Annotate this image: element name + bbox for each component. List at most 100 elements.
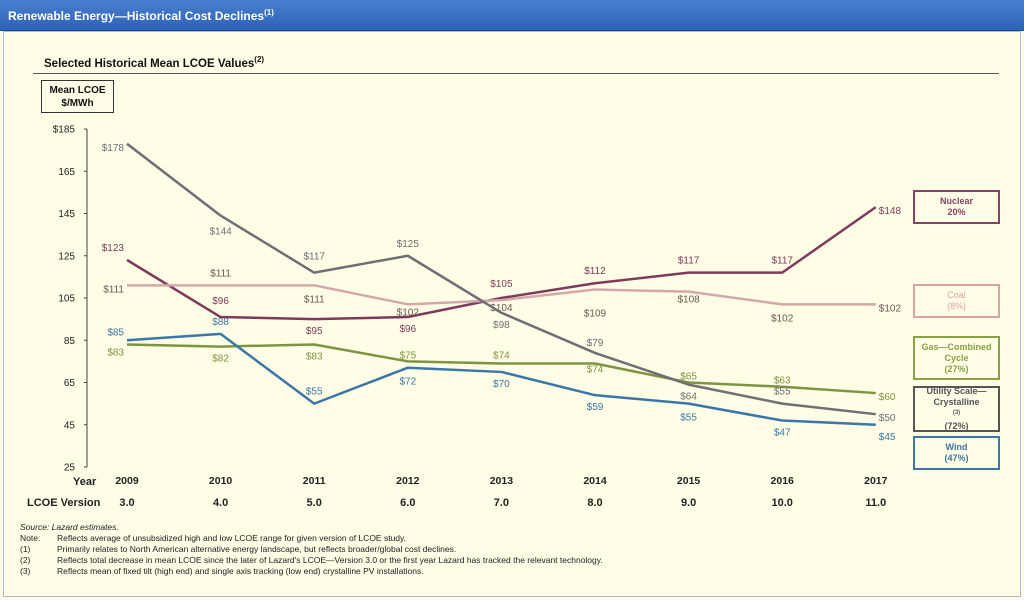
legend-coal: Coal (8%) — [913, 284, 1000, 318]
data-label-nuclear: $123 — [102, 243, 125, 254]
y-tick-label: 65 — [64, 378, 76, 389]
data-label-wind: $47 — [774, 428, 791, 439]
data-label-nuclear: $95 — [306, 326, 323, 337]
data-label-wind: $55 — [306, 387, 323, 398]
legend-nuclear-name: Nuclear — [939, 196, 974, 206]
data-label-gas-combined-cycle: $83 — [107, 347, 124, 358]
data-label-utility-scale-crystalline: $117 — [303, 252, 325, 263]
data-label-wind: $45 — [879, 432, 896, 443]
data-label-nuclear: $96 — [212, 296, 229, 307]
legend-wind: Wind (47%) — [913, 436, 1000, 470]
data-label-nuclear: $105 — [490, 279, 513, 290]
x-tick-label: 2015 — [677, 475, 701, 487]
series-line-gas-combined-cycle — [126, 343, 876, 395]
legend-utility-pct: (72%) — [944, 421, 969, 431]
x-tick-label: 2017 — [864, 475, 888, 487]
series-line-utility-scale-crystalline — [126, 142, 876, 416]
legend-coal-name: Coal — [947, 290, 966, 300]
x-tick-label: 2012 — [396, 475, 420, 487]
footnote-text: Primarily relates to North American alte… — [57, 544, 457, 554]
y-tick-label: $185 — [53, 125, 76, 136]
footnote-row: (2) Reflects total decrease in mean LCOE … — [20, 555, 603, 566]
y-tick-label: 145 — [58, 209, 75, 220]
data-label-gas-combined-cycle: $74 — [493, 350, 510, 361]
legend-utility-scale: Utility Scale—Crystalline (3) (72%) — [913, 386, 1000, 432]
legend-utility-name: Utility Scale—Crystalline (3) — [915, 386, 998, 421]
footnotes: Source: Lazard estimates. Note: Reflects a… — [20, 522, 603, 577]
version-row-label: LCOE Version — [27, 497, 101, 509]
footnote-key: (2) — [20, 555, 31, 565]
lcoe-version-label: 3.0 — [119, 497, 135, 509]
lcoe-version-label: 4.0 — [212, 497, 229, 509]
footnote-text: Source: Lazard estimates. — [20, 522, 119, 532]
footnote-text: Reflects total decrease in mean LCOE sin… — [57, 555, 603, 565]
data-label-nuclear: $148 — [879, 206, 902, 217]
data-label-utility-scale-crystalline: $144 — [209, 227, 232, 238]
data-label-utility-scale-crystalline: $55 — [774, 387, 791, 398]
data-label-gas-combined-cycle: $83 — [306, 351, 323, 362]
data-label-utility-scale-crystalline: $98 — [493, 320, 510, 331]
y-tick-label: 105 — [58, 294, 75, 305]
lcoe-version-label: 9.0 — [680, 497, 697, 509]
data-label-coal: $102 — [771, 313, 794, 324]
data-label-gas-combined-cycle: $63 — [774, 376, 791, 387]
y-tick-label: 165 — [58, 167, 75, 178]
footnote-key: (3) — [20, 566, 31, 576]
data-label-wind: $70 — [493, 379, 510, 390]
data-label-coal: $102 — [397, 307, 420, 318]
data-label-nuclear: $96 — [399, 324, 416, 335]
series-line-wind — [126, 332, 876, 426]
lcoe-version-label: 10.0 — [771, 497, 793, 509]
data-label-gas-combined-cycle: $60 — [879, 392, 896, 403]
footnote-text: Reflects mean of fixed tilt (high end) a… — [57, 566, 424, 576]
footnote-row: (1) Primarily relates to North American a… — [20, 544, 603, 555]
data-label-wind: $55 — [680, 413, 697, 424]
year-row-label: Year — [73, 476, 97, 488]
x-tick-label: 2014 — [583, 475, 607, 487]
x-tick-label: 2009 — [115, 475, 139, 487]
data-label-coal: $111 — [103, 284, 124, 295]
subtitle-text: Selected Historical Mean LCOE Values — [44, 57, 255, 70]
legend-gas: Gas—Combined Cycle (27%) — [913, 336, 1000, 380]
data-label-utility-scale-crystalline: $50 — [879, 413, 896, 424]
data-label-gas-combined-cycle: $74 — [587, 364, 604, 375]
series-line-nuclear — [126, 206, 877, 321]
data-label-utility-scale-crystalline: $178 — [102, 143, 125, 154]
footnote-text: Reflects average of unsubsidized high an… — [57, 533, 407, 543]
data-label-wind: $59 — [587, 402, 604, 413]
legend-coal-pct: (8%) — [946, 301, 966, 311]
data-label-utility-scale-crystalline: $79 — [587, 338, 604, 349]
data-label-coal: $104 — [490, 303, 513, 314]
data-label-coal: $102 — [879, 303, 902, 314]
legend-gas-name: Gas—Combined Cycle — [921, 341, 992, 363]
lcoe-version-label: 11.0 — [865, 497, 887, 509]
data-label-gas-combined-cycle: $65 — [680, 372, 697, 383]
data-label-utility-scale-crystalline: $125 — [397, 239, 420, 250]
data-label-coal: $111 — [304, 294, 325, 305]
footnote-key: (1) — [20, 544, 31, 554]
legend-wind-name: Wind — [945, 442, 968, 452]
legend-nuclear-pct: 20% — [947, 207, 966, 217]
y-tick-label: 45 — [64, 420, 76, 431]
series-line-coal — [127, 284, 876, 306]
data-label-utility-scale-crystalline: $64 — [680, 392, 697, 403]
legend-utility-name-text: Utility Scale—Crystalline — [926, 386, 987, 407]
lcoe-version-label: 5.0 — [306, 497, 322, 509]
data-label-nuclear: $117 — [771, 256, 793, 267]
footnote-row: Source: Lazard estimates. — [20, 522, 603, 533]
x-tick-label: 2016 — [771, 475, 795, 487]
unit-line-2: $/MWh — [61, 98, 94, 109]
legend-wind-pct: (47%) — [944, 453, 969, 463]
data-label-coal: $109 — [584, 309, 607, 320]
title-footnote-ref: (1) — [264, 8, 274, 17]
data-label-wind: $72 — [399, 377, 416, 388]
legend-gas-pct: (27%) — [944, 363, 969, 374]
y-tick-label: 85 — [64, 336, 76, 347]
data-label-gas-combined-cycle: $75 — [399, 350, 416, 361]
y-tick-label: 125 — [58, 251, 75, 262]
y-axis-unit-label: Mean LCOE $/MWh — [41, 80, 114, 113]
lcoe-version-label: 7.0 — [493, 497, 510, 509]
subtitle-divider — [33, 73, 999, 74]
data-label-gas-combined-cycle: $82 — [212, 354, 229, 365]
